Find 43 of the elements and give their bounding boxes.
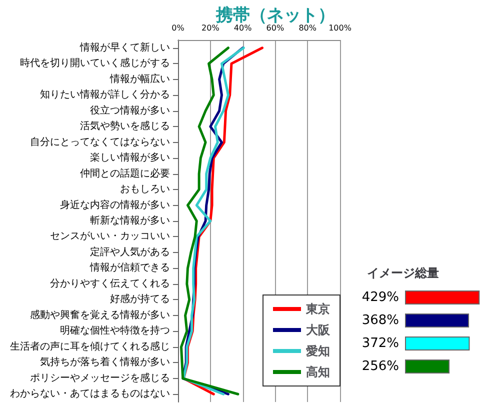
legend-label: 愛知: [306, 344, 330, 358]
y-tick-label: ポリシーやメッセージを感じる: [30, 372, 170, 384]
legend-label: 大阪: [306, 323, 331, 337]
x-tick-label: 0%: [172, 24, 185, 32]
x-tick-label: 20%: [202, 24, 220, 32]
y-tick-label: 好感が持てる: [110, 293, 170, 306]
y-tick-label: 生活者の声に耳を傾けてくれる感じ: [10, 340, 170, 352]
y-tick-label: 役立つ情報が多い: [90, 104, 170, 116]
y-tick-label: 楽しい情報が多い: [90, 152, 170, 164]
y-tick-label: 明確な個性や特徴を持つ: [60, 324, 170, 337]
y-tick-label: センスがいい・カッコいい: [50, 231, 170, 242]
y-tick-label: 情報が幅広い: [109, 72, 170, 85]
bar: [405, 336, 470, 350]
data-label: 429%: [362, 290, 399, 305]
x-tick-label: 100%: [328, 24, 352, 32]
y-tick-label: 時代を切り開いていく感じがする: [20, 57, 170, 70]
x-tick-label: 80%: [298, 24, 317, 32]
legend-label: 東京: [305, 302, 330, 316]
y-tick-label: 身近な内容の情報が多い: [60, 198, 170, 211]
y-tick-label: 感動や興奮を覚える情報が多い: [30, 308, 170, 321]
y-tick-label: 気持ちが落ち着く情報が多い: [40, 356, 170, 368]
x-tick-label: 60%: [266, 24, 284, 32]
y-tick-label: 仲間との話題に必要: [80, 167, 170, 180]
y-tick-label: 分かりやすく伝えてくれる: [50, 277, 170, 290]
y-tick-label: 自分にとってなくてはならない: [30, 136, 170, 148]
data-label: 372%: [362, 336, 399, 351]
data-label: 368%: [362, 313, 399, 328]
y-tick-label: おもしろい: [120, 184, 170, 196]
data-label: 256%: [362, 359, 399, 374]
x-tick-label: 40%: [234, 24, 252, 32]
bar: [405, 360, 450, 374]
chart-title: イメージ総量: [367, 266, 439, 280]
bar: [405, 314, 470, 328]
legend-label: 高知: [306, 365, 330, 379]
y-tick-label: 斬新な情報が多い: [90, 214, 170, 226]
y-tick-label: 情報が早くて新しい: [79, 41, 170, 54]
chart-title: 携帯（ネット）: [215, 6, 335, 26]
y-tick-label: 知りたい情報が詳しく分かる: [40, 88, 170, 101]
y-tick-label: 活気や勢いを感じる: [80, 120, 170, 132]
bar: [405, 290, 480, 304]
y-tick-label: 情報が信頼できる: [89, 262, 170, 274]
y-tick-label: わからない・あてはまるものはない: [10, 388, 170, 400]
y-tick-label: 定評や人気がある: [90, 246, 170, 258]
